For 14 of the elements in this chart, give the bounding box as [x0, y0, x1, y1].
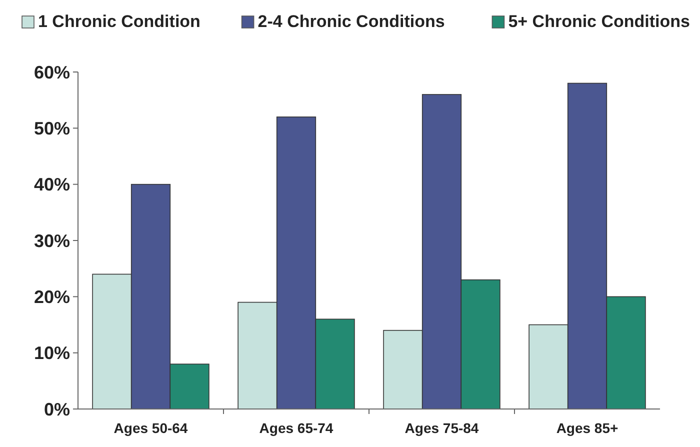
- y-tick-label: 40%: [34, 174, 70, 195]
- x-tick-label: Ages 65-74: [259, 420, 334, 436]
- legend-label: 2-4 Chronic Conditions: [258, 12, 445, 31]
- y-tick-label: 60%: [34, 62, 70, 82]
- legend-label: 1 Chronic Condition: [38, 12, 200, 31]
- y-tick-label: 30%: [34, 230, 70, 251]
- legend-label: 5+ Chronic Conditions: [508, 12, 690, 31]
- y-tick-label: 10%: [34, 343, 70, 364]
- x-tick-label: Ages 75-84: [404, 420, 479, 436]
- x-tick-label: Ages 85+: [556, 420, 618, 436]
- y-tick-label: 20%: [34, 286, 70, 307]
- x-tick-label: Ages 50-64: [114, 420, 188, 436]
- y-tick-label: 0%: [44, 399, 70, 420]
- y-tick-label: 50%: [34, 118, 70, 138]
